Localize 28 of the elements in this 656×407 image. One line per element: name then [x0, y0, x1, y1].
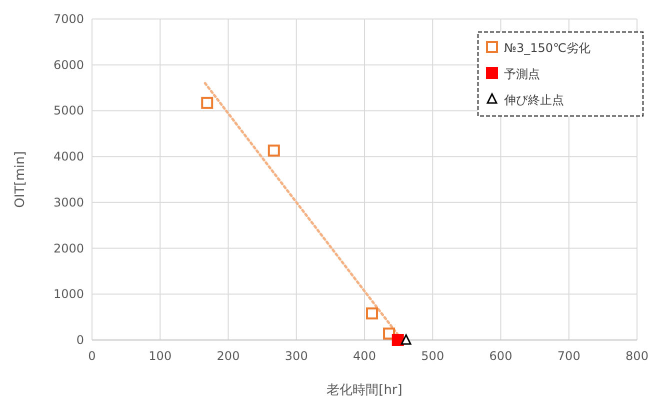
x-tick-label: 200 — [216, 349, 240, 363]
x-tick-label: 500 — [421, 349, 444, 363]
legend-label: 伸び終止点 — [503, 93, 564, 107]
y-tick-label: 5000 — [53, 104, 84, 118]
x-tick-label: 300 — [284, 349, 308, 363]
point — [201, 96, 214, 109]
x-tick-label: 600 — [489, 349, 512, 363]
x-tick-label: 0 — [88, 349, 96, 363]
x-axis-title: 老化時間[hr] — [326, 383, 402, 398]
y-tick-label: 7000 — [53, 12, 84, 26]
x-tick-label: 100 — [148, 349, 172, 363]
y-tick-label: 0 — [76, 333, 84, 347]
y-tick-label: 1000 — [53, 287, 84, 302]
point — [392, 334, 404, 346]
x-tick-label: 400 — [353, 349, 376, 363]
y-tick-label: 2000 — [53, 241, 84, 256]
y-tick-label: 6000 — [53, 58, 84, 72]
point — [366, 307, 378, 320]
x-tick-label: 700 — [557, 349, 580, 363]
y-tick-label: 4000 — [53, 150, 84, 164]
legend-label: 予測点 — [504, 67, 540, 81]
point — [268, 144, 280, 157]
y-axis-title: OIT[min] — [13, 151, 28, 208]
x-tick-label: 800 — [626, 349, 648, 363]
y-tick-label: 3000 — [53, 195, 84, 210]
point — [400, 334, 412, 345]
legend-label: №3_150℃劣化 — [504, 41, 590, 55]
point — [383, 328, 396, 340]
